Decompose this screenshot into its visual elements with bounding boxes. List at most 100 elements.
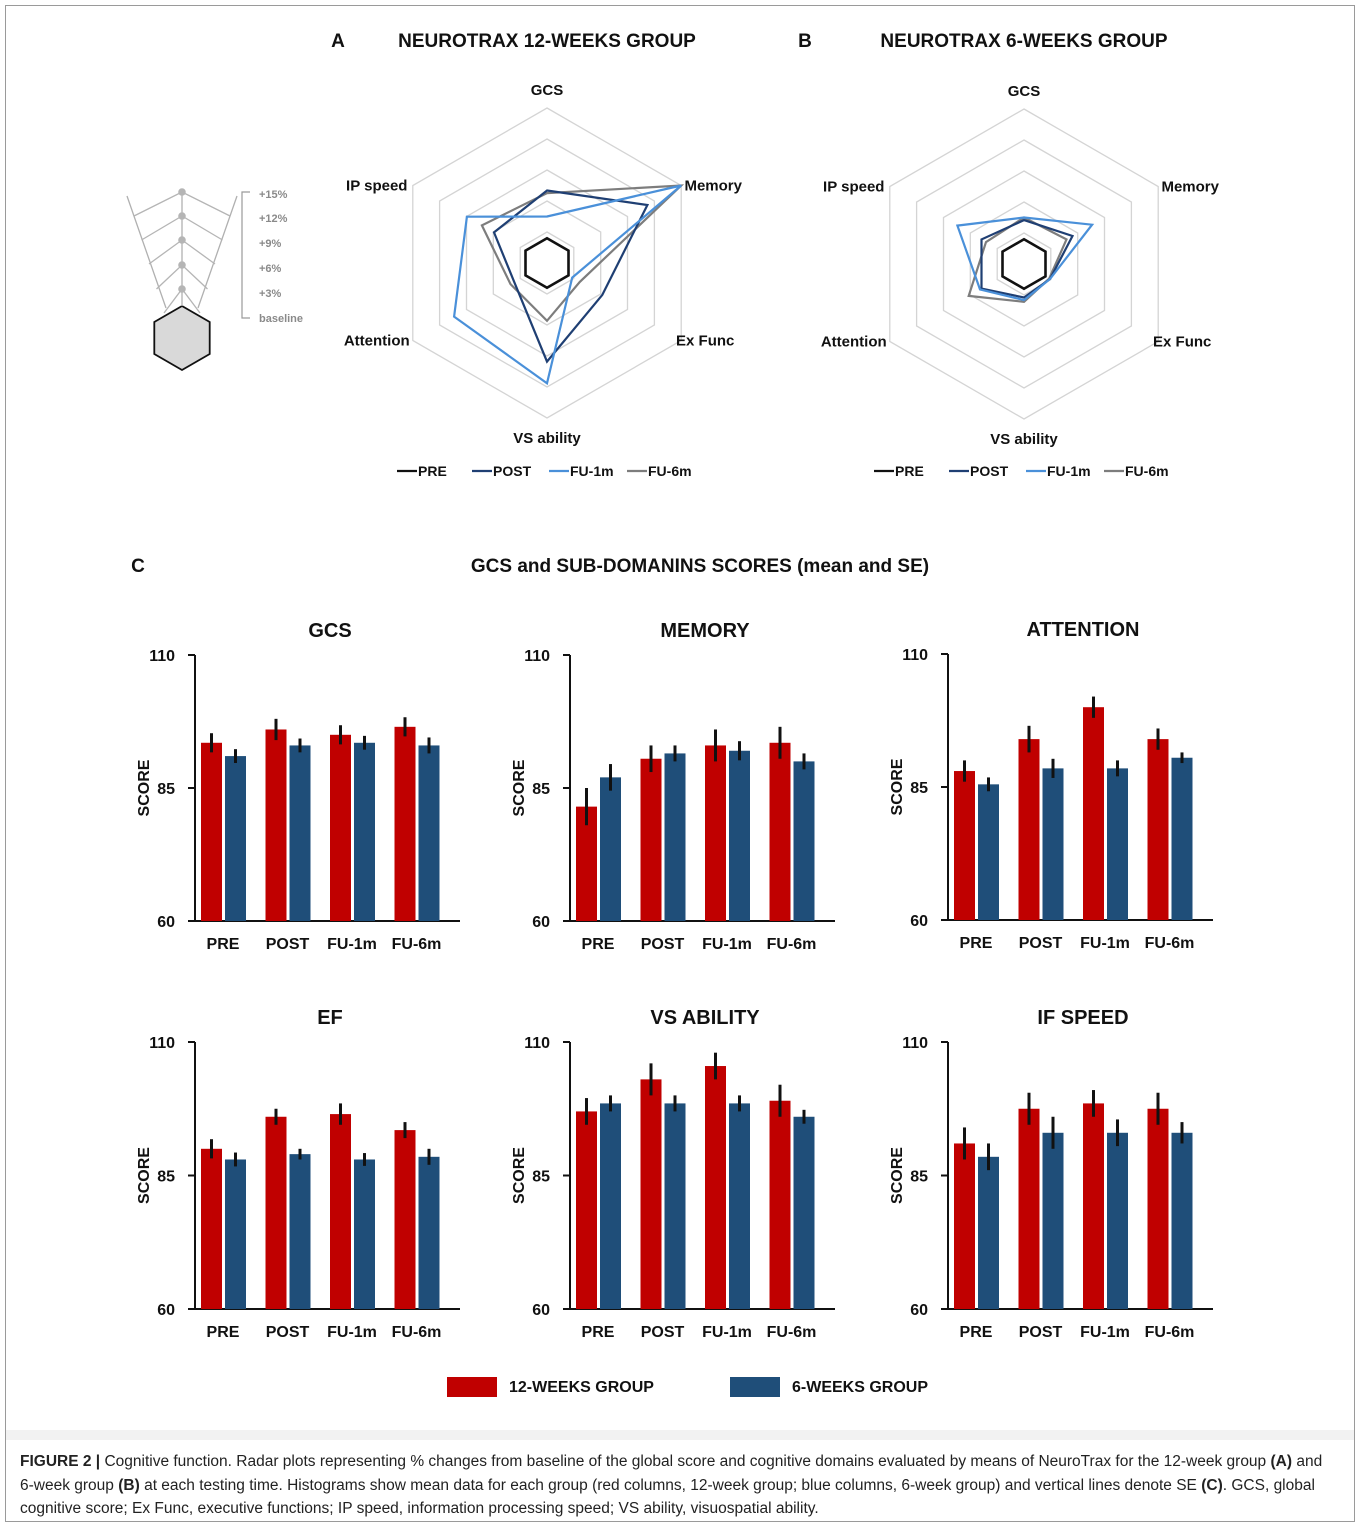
radar-axis-label-attention: Attention	[821, 334, 887, 351]
bar-x-tick-label-fu-1m: FU-1m	[1080, 935, 1130, 952]
bar-6-weeks-group-fu-1m	[354, 742, 375, 921]
bar-chart-ef: EF 60 85 110 SCORE PRE POST FU-1m FU-6m	[136, 1007, 460, 1341]
bar-6-weeks-group-pre	[225, 756, 246, 921]
bar-y-tick-label: 60	[157, 914, 175, 931]
caption-separator	[6, 1430, 1354, 1440]
bar-6-weeks-group-post	[289, 745, 311, 921]
bar-6-weeks-group-post	[1042, 768, 1064, 920]
bar-6-weeks-group-fu-1m	[1107, 1132, 1128, 1309]
bar-y-tick-label: 60	[157, 1302, 175, 1319]
bar-x-tick-label-fu-6m: FU-6m	[392, 936, 442, 953]
bar-y-tick-label: 85	[910, 780, 928, 797]
scale-key-label: +12%	[259, 213, 288, 225]
radar-axis-label-vs-ability: VS ability	[513, 430, 581, 447]
radar-grid-ring	[942, 170, 1106, 358]
bar-x-tick-label-fu-6m: FU-6m	[392, 1324, 442, 1341]
radar-grid-ring	[519, 231, 575, 295]
radar-grid-ring	[969, 201, 1079, 327]
bar-x-tick-label-fu-1m: FU-1m	[327, 936, 377, 953]
bar-y-axis-label: SCORE	[136, 759, 153, 816]
bar-12-weeks-group-fu-6m	[394, 726, 416, 921]
radar-legend-label-post: POST	[493, 463, 532, 479]
bar-6-weeks-group-fu-1m	[729, 750, 750, 921]
bar-x-tick-label-fu-6m: FU-6m	[767, 936, 817, 953]
bar-6-weeks-group-pre	[600, 777, 621, 921]
bar-12-weeks-group-fu-6m	[394, 1130, 416, 1309]
bar-12-weeks-group-fu-6m	[769, 742, 791, 921]
radar-legend-label-fu-1m: FU-1m	[1047, 463, 1091, 479]
radar-grid-ring	[996, 232, 1052, 296]
bar-x-tick-label-pre: PRE	[960, 1324, 993, 1341]
radar-series-pre	[524, 236, 570, 290]
radar-series-fu-6m	[480, 184, 685, 323]
bar-12-weeks-group-fu-1m	[705, 745, 726, 921]
radar-axis-label-vs-ability: VS ability	[990, 431, 1058, 448]
radar-legend-label-fu-6m: FU-6m	[1125, 463, 1169, 479]
radar-legend-label-fu-6m: FU-6m	[648, 463, 692, 479]
radar-axis-label-ex-func: Ex Func	[676, 333, 734, 350]
radar-series-fu-1m	[955, 216, 1095, 302]
bar-6-weeks-group-fu-6m	[1171, 757, 1193, 920]
bar-6-weeks-group-post	[664, 1103, 686, 1309]
bar-y-tick-label: 60	[532, 914, 550, 931]
bar-y-tick-label: 60	[910, 1302, 928, 1319]
radar-legend-label-pre: PRE	[418, 463, 447, 479]
radar-grid-ring	[915, 139, 1133, 389]
bar-y-tick-label: 85	[157, 781, 175, 798]
bar-6-weeks-group-pre	[978, 784, 999, 920]
bar-y-axis-label: SCORE	[136, 1147, 153, 1204]
radar-series-pre	[1001, 237, 1047, 291]
bar-12-weeks-group-fu-1m	[1083, 707, 1104, 920]
bar-x-tick-label-post: POST	[266, 1324, 310, 1341]
bar-x-tick-label-fu-6m: FU-6m	[1145, 1324, 1195, 1341]
bar-x-tick-label-post: POST	[1019, 1324, 1063, 1341]
radar-series-fu-6m	[967, 216, 1068, 303]
panel-letter-a: A	[331, 31, 345, 52]
bar-chart-title: GCS	[308, 620, 351, 642]
radar-axis-label-gcs: GCS	[531, 82, 564, 99]
bar-12-weeks-group-fu-6m	[1147, 1108, 1169, 1309]
bar-6-weeks-group-pre	[978, 1156, 999, 1309]
bar-x-tick-label-pre: PRE	[207, 1324, 240, 1341]
bar-chart-memory: MEMORY 60 85 110 SCORE PRE POST FU-1m FU-6m	[511, 620, 835, 953]
bar-x-tick-label-fu-1m: FU-1m	[1080, 1324, 1130, 1341]
bar-6-weeks-group-fu-1m	[354, 1159, 375, 1309]
bar-12-weeks-group-pre	[576, 1111, 597, 1309]
bar-x-tick-label-pre: PRE	[582, 936, 615, 953]
bar-x-tick-label-pre: PRE	[207, 936, 240, 953]
bar-x-tick-label-fu-6m: FU-6m	[1145, 935, 1195, 952]
bar-chart-title: VS ABILITY	[650, 1007, 760, 1029]
bar-y-tick-label: 110	[149, 1035, 175, 1052]
figure-caption: FIGURE 2 | Cognitive function. Radar plo…	[20, 1450, 1340, 1521]
bar-6-weeks-group-post	[289, 1154, 311, 1309]
scale-key-bracket	[241, 191, 250, 319]
caption-label: FIGURE 2 |	[20, 1453, 101, 1470]
radar-series-fu-1m	[452, 184, 682, 386]
caption-text-4: . GCS, global cognitive score; Ex Func, …	[20, 1476, 1315, 1518]
bar-x-tick-label-fu-1m: FU-1m	[327, 1324, 377, 1341]
bar-6-weeks-group-fu-6m	[793, 1116, 815, 1309]
bar-12-weeks-group-pre	[576, 806, 597, 921]
scale-key-label: +3%	[259, 288, 282, 300]
bar-6-weeks-group-fu-6m	[793, 761, 815, 921]
bar-chart-gcs: GCS 60 85 110 SCORE PRE POST FU-1m FU-6m	[136, 620, 460, 953]
bar-x-tick-label-post: POST	[266, 936, 310, 953]
bar-chart-title: MEMORY	[660, 620, 750, 642]
bar-y-tick-label: 60	[532, 1302, 550, 1319]
bar-12-weeks-group-post	[640, 1079, 662, 1309]
bar-y-tick-label: 60	[910, 913, 928, 930]
radar-legend-label-pre: PRE	[895, 463, 924, 479]
bar-12-weeks-group-pre	[201, 1148, 222, 1309]
bar-y-tick-label: 110	[524, 648, 550, 665]
radar-axis-label-ip-speed: IP speed	[823, 179, 884, 196]
bar-6-weeks-group-post	[664, 753, 686, 921]
figure-canvas: +15% +12% +9% +6% +3% baseline A NEUROTRAX 12-W…	[6, 31, 1354, 1440]
bar-y-tick-label: 85	[910, 1169, 928, 1186]
scale-key: +15% +12% +9% +6% +3% baseline	[126, 188, 303, 372]
bar-6-weeks-group-pre	[225, 1159, 246, 1309]
caption-text-1: Cognitive function. Radar plots represen…	[100, 1453, 1271, 1470]
bar-chart-title: EF	[317, 1007, 343, 1029]
bar-12-weeks-group-fu-6m	[769, 1100, 791, 1309]
bar-12-weeks-group-fu-1m	[1083, 1103, 1104, 1309]
bar-12-weeks-group-pre	[954, 1143, 975, 1309]
